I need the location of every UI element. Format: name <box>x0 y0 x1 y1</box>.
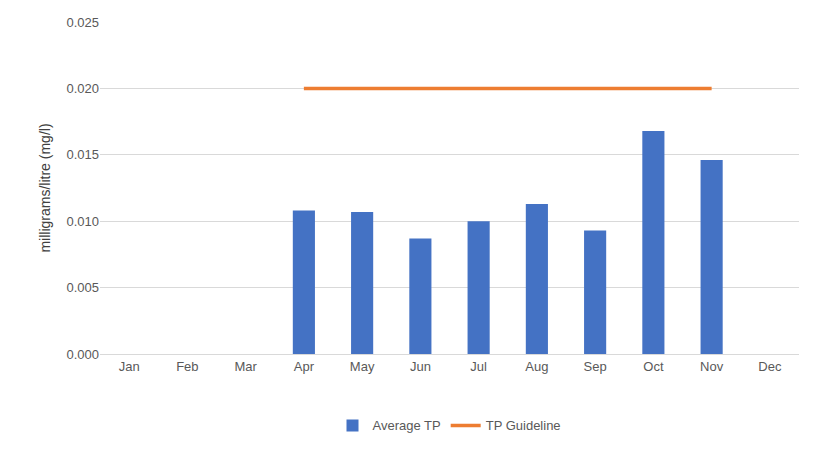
svg-text:0.005: 0.005 <box>66 280 99 295</box>
svg-text:Average TP: Average TP <box>373 418 441 433</box>
svg-text:Jul: Jul <box>470 359 487 374</box>
svg-text:Oct: Oct <box>643 359 664 374</box>
svg-text:Jan: Jan <box>119 359 140 374</box>
svg-text:TP Guideline: TP Guideline <box>486 418 561 433</box>
svg-text:Mar: Mar <box>234 359 257 374</box>
svg-text:milligrams/litre (mg/l): milligrams/litre (mg/l) <box>37 123 53 252</box>
svg-text:Aug: Aug <box>525 359 548 374</box>
svg-text:Apr: Apr <box>294 359 315 374</box>
svg-text:Dec: Dec <box>758 359 782 374</box>
svg-text:Feb: Feb <box>176 359 198 374</box>
svg-text:0.025: 0.025 <box>66 15 99 30</box>
svg-text:0.000: 0.000 <box>66 347 99 362</box>
svg-text:Sep: Sep <box>584 359 607 374</box>
svg-text:Nov: Nov <box>700 359 724 374</box>
svg-text:0.010: 0.010 <box>66 214 99 229</box>
svg-text:Jun: Jun <box>410 359 431 374</box>
svg-text:0.020: 0.020 <box>66 81 99 96</box>
svg-text:0.015: 0.015 <box>66 147 99 162</box>
svg-text:May: May <box>350 359 375 374</box>
